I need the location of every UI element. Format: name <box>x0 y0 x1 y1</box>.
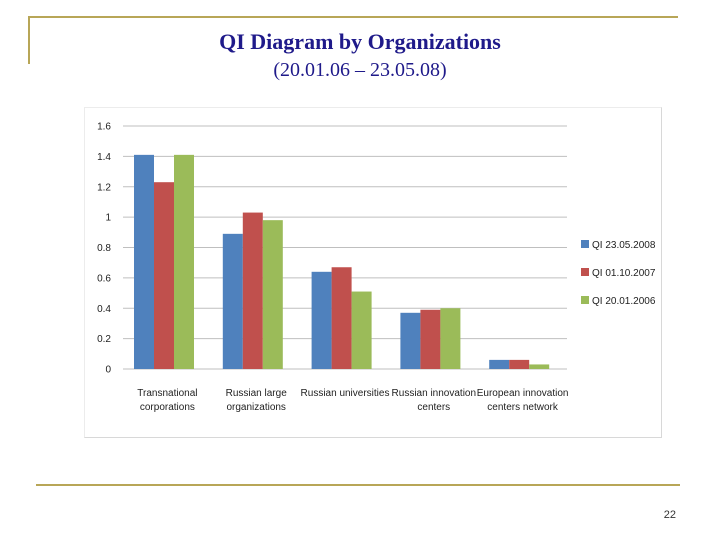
title-line-2: (20.01.06 – 23.05.08) <box>273 59 447 81</box>
bar <box>174 154 194 369</box>
y-tick-label: 0.2 <box>97 334 111 345</box>
legend-swatch <box>581 240 589 248</box>
x-tick-label: Russian innovation <box>392 388 477 399</box>
title-line-1: QI Diagram by Organizations <box>219 29 501 54</box>
bar-chart: 0 0.2 0.4 0.6 0.8 1 1.2 1.4 1.6 Transnational corp… <box>97 122 656 414</box>
x-tick-label: Russian universities <box>301 388 390 399</box>
legend-label: QI 01.10.2007 <box>592 268 656 279</box>
y-tick-label: 1 <box>105 213 111 224</box>
x-tick-label: organizations <box>226 402 285 413</box>
x-tick-label: corporations <box>140 402 195 413</box>
bar <box>262 220 283 369</box>
bar <box>134 154 154 369</box>
y-tick-label: 0.6 <box>97 273 111 284</box>
y-tick-label: 1.2 <box>97 182 111 193</box>
y-tick-label: 0 <box>105 365 111 376</box>
y-tick-label: 1.6 <box>97 122 111 133</box>
bar <box>154 182 174 369</box>
bar <box>351 291 372 369</box>
y-tick-label: 0.4 <box>97 304 111 315</box>
bar <box>222 233 243 369</box>
bar <box>509 359 530 369</box>
x-tick-label: centers network <box>487 402 559 413</box>
bottom-rule <box>36 484 680 486</box>
y-tick-label: 0.8 <box>97 243 111 254</box>
bar <box>400 312 421 369</box>
bar <box>311 271 332 369</box>
x-tick-label: centers <box>417 402 450 413</box>
bar <box>331 267 352 369</box>
legend-swatch <box>581 268 589 276</box>
x-tick-label: European innovation <box>477 388 569 399</box>
legend-label: QI 20.01.2006 <box>592 296 656 307</box>
bar <box>529 364 550 369</box>
chart-frame: 0 0.2 0.4 0.6 0.8 1 1.2 1.4 1.6 Transnational corp… <box>84 107 662 438</box>
x-tick-label: Transnational <box>137 388 197 399</box>
legend-label: QI 23.05.2008 <box>592 240 656 251</box>
left-rule <box>28 16 30 64</box>
y-tick-label: 1.4 <box>97 152 111 163</box>
slide-title: QI Diagram by Organizations (20.01.06 – … <box>0 28 720 84</box>
bar <box>489 359 510 369</box>
bar <box>440 308 461 369</box>
bar <box>420 309 441 369</box>
page-number: 22 <box>663 509 676 521</box>
top-rule <box>28 16 678 18</box>
x-tick-label: Russian large <box>226 388 288 399</box>
legend-swatch <box>581 296 589 304</box>
bar <box>242 212 263 369</box>
